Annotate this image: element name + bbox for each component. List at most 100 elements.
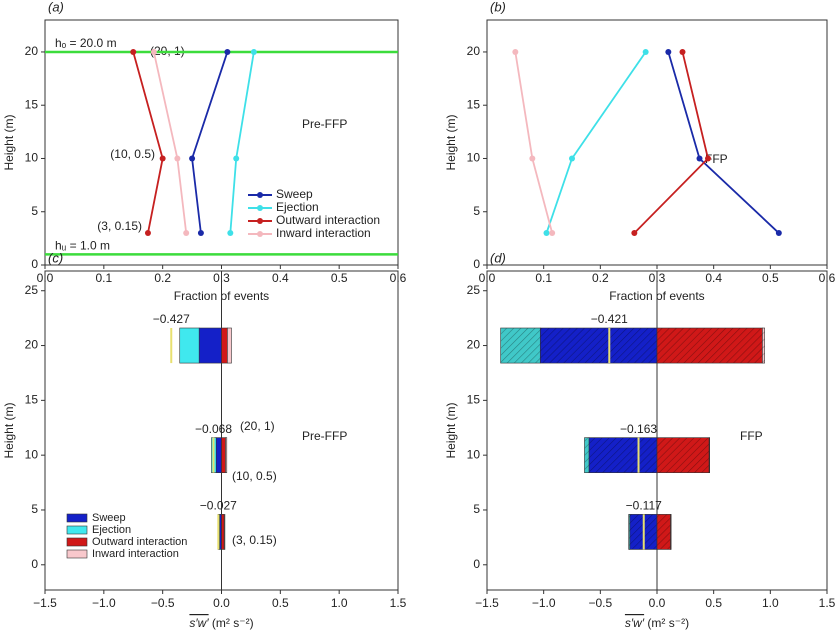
x-tick-label: 0.5 [705,596,722,610]
bar-segment [198,327,222,364]
x-tick-label: −1.0 [532,596,556,610]
series-line [545,51,647,234]
bar-segment [221,514,225,550]
legend-swatch [66,537,88,547]
annotation: (20, 1) [240,419,275,433]
y-tick-label: 0 [473,257,480,271]
legend-label: Ejection [92,524,131,536]
series-point [144,230,151,237]
x-tick-label: 0.0 [649,596,666,610]
legend-marker [257,192,263,198]
x-tick-label: 1.5 [819,596,836,610]
bar-segment [215,437,222,474]
x-tick-label: −0.5 [151,596,175,610]
y-tick-label: 25 [25,283,39,297]
bar-segment [656,327,763,364]
series-line [132,51,164,234]
legend-label: Outward interaction [276,213,380,227]
bar-segment [219,514,222,550]
legend-marker [257,218,263,224]
bar-segment [584,437,590,474]
y-tick-label: 15 [25,97,39,111]
y-tick-label: 25 [467,283,481,297]
series-point [543,230,550,237]
annotation: (10, 0.5) [110,147,155,161]
panel-label: (a) [48,0,64,14]
panel-label: (c) [48,250,63,265]
series-line [667,51,780,234]
x-tick-label: 0.1 [535,271,552,285]
series-point [227,230,234,237]
legend-label: Sweep [276,187,313,201]
y-axis-label: Height (m) [2,114,16,170]
net-label: −0.117 [626,499,662,513]
bar-segment [588,437,658,474]
legend-label: Inward interaction [92,548,179,560]
x-tick-label: 0.4 [705,271,722,285]
y-tick-label: 5 [473,204,480,218]
bar-segment [762,327,765,364]
y-tick-label: 10 [25,151,39,165]
bar-segment [225,437,228,474]
legend-marker [257,205,263,211]
series-point [189,155,196,162]
net-label: −0.163 [620,422,657,436]
series-point [631,230,638,237]
series-point [549,230,556,237]
series-line [514,51,554,234]
reference-label: hᵤ = 1.0 m [55,239,110,253]
annotation: FFP [740,429,763,443]
legend-label: Ejection [276,200,319,214]
series-point [529,155,536,162]
x-tick-label: −1.0 [92,596,116,610]
x-tick-label: 0.2 [592,271,609,285]
series-point [512,48,519,55]
x-axis-label: s′w′ (m² s⁻²) [189,616,253,630]
x-axis-symbol: s′w′ [189,616,209,630]
legend-marker [257,231,263,237]
bar-segment [656,437,710,474]
legend-label: Inward interaction [276,226,371,240]
y-tick-label: 20 [467,44,481,58]
y-tick-label: 15 [467,97,481,111]
y-tick-label: 15 [467,393,481,407]
series-point [183,230,190,237]
reference-label: hₒ = 20.0 m [55,36,117,50]
bar-segment [628,514,631,550]
y-tick-label: 15 [25,393,39,407]
net-label: −0.068 [195,422,232,436]
y-tick-label: 10 [25,447,39,461]
y-tick-label: 20 [25,44,39,58]
series-point [569,155,575,162]
y-tick-label: 0 [31,257,38,271]
series-point [130,48,137,55]
series-point [174,155,181,162]
series-point [197,230,204,237]
series-point [705,155,711,162]
bar-segment [227,327,232,364]
series-point [665,48,672,55]
bar-segment [656,514,671,550]
bar-segment [223,514,226,550]
annotation: Pre-FFP [302,117,347,131]
x-tick-label: 1.0 [331,596,348,610]
series-point [696,155,703,162]
series-line [633,51,709,234]
x-tick-label: 1.0 [762,596,779,610]
x-axis-unit: (m² s⁻²) [644,616,689,630]
legend-swatch [66,525,88,535]
series-point [159,155,166,162]
x-axis-label: s′w′ (m² s⁻²) [625,616,689,630]
panel-label: (d) [490,250,506,265]
y-axis-label: Height (m) [444,114,458,170]
x-tick-label: 1.5 [390,596,407,610]
bar-segment [500,327,541,364]
net-label: −0.027 [200,499,237,513]
y-tick-label: 20 [467,338,481,352]
bar-segment [179,327,200,364]
x-tick-label: −0.5 [588,596,612,610]
bar-segment [708,437,711,474]
net-label: −0.421 [591,312,628,326]
panel-label: (b) [490,0,506,14]
